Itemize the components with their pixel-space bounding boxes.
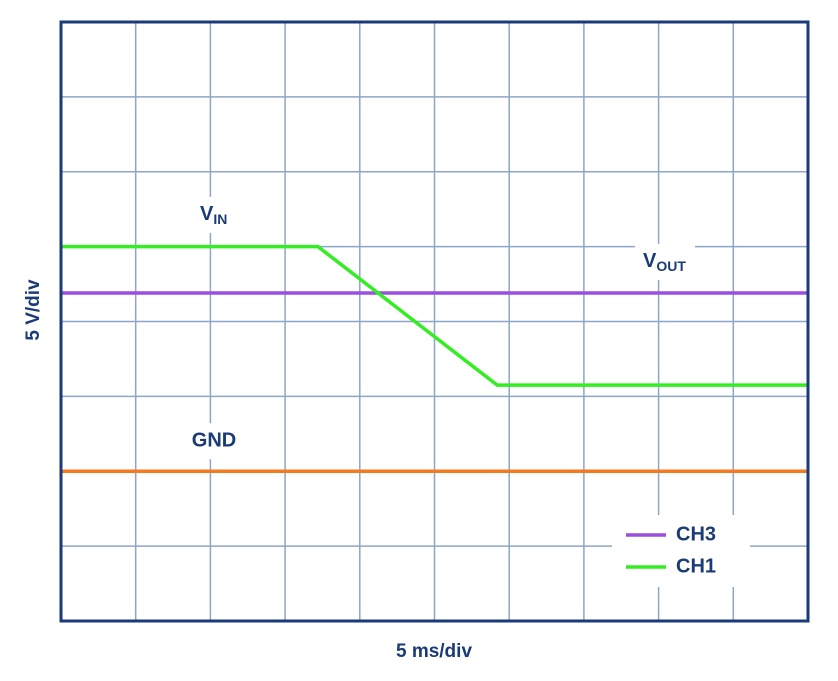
x-axis-label: 5 ms/div: [396, 641, 472, 662]
annotation-text: V: [200, 203, 214, 225]
reference-label: GND: [192, 430, 236, 452]
legend-label: CH1: [676, 555, 716, 577]
annotation: VIN: [200, 203, 227, 226]
annotation: VOUT: [643, 250, 686, 273]
y-axis-label: 5 V/div: [23, 279, 44, 341]
series-line: [61, 244, 808, 387]
label-background: [635, 244, 695, 280]
annotation-text: V: [643, 250, 657, 272]
label-background: [180, 423, 250, 460]
annotation-subscript: IN: [213, 211, 227, 227]
plot-frame: [59, 20, 810, 623]
annotation-subscript: OUT: [656, 258, 686, 274]
label-background: [192, 197, 252, 233]
legend-box: [612, 515, 750, 587]
legend-label: CH3: [676, 523, 716, 545]
